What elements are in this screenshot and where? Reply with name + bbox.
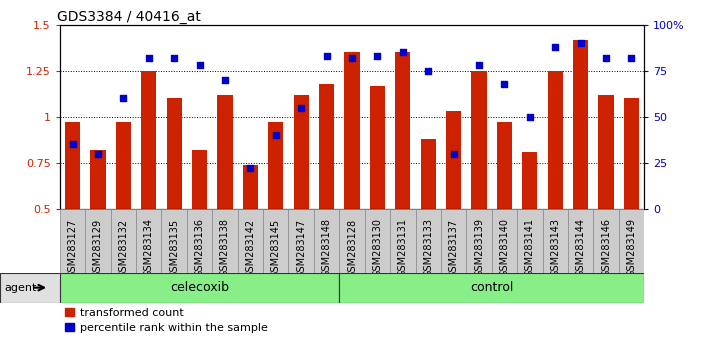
- Point: [575, 40, 586, 46]
- Text: GSM283141: GSM283141: [525, 218, 535, 278]
- Bar: [522, 152, 537, 209]
- Bar: [85, 209, 111, 273]
- Text: GSM283147: GSM283147: [296, 218, 306, 278]
- Bar: [213, 209, 238, 273]
- Bar: [319, 84, 334, 209]
- Bar: [624, 98, 639, 209]
- Bar: [344, 52, 360, 209]
- Bar: [497, 122, 512, 209]
- Bar: [446, 111, 461, 209]
- Bar: [268, 122, 284, 209]
- Text: GSM283134: GSM283134: [144, 218, 153, 278]
- Text: GSM283131: GSM283131: [398, 218, 408, 278]
- Bar: [167, 98, 182, 209]
- Point: [194, 62, 205, 68]
- Point: [168, 55, 180, 61]
- Legend: transformed count, percentile rank within the sample: transformed count, percentile rank withi…: [65, 308, 268, 333]
- Bar: [314, 209, 339, 273]
- Text: GSM283132: GSM283132: [118, 218, 128, 278]
- Bar: [466, 209, 491, 273]
- Bar: [415, 209, 441, 273]
- Point: [372, 53, 383, 59]
- Text: GSM283148: GSM283148: [322, 218, 332, 278]
- Point: [499, 81, 510, 86]
- Text: GSM283139: GSM283139: [474, 218, 484, 278]
- Bar: [568, 209, 593, 273]
- Text: GSM283137: GSM283137: [448, 218, 458, 278]
- Bar: [365, 209, 390, 273]
- Text: GSM283140: GSM283140: [499, 218, 510, 278]
- Bar: [90, 150, 106, 209]
- Point: [397, 50, 408, 55]
- Text: agent: agent: [5, 282, 37, 293]
- Bar: [370, 86, 385, 209]
- Point: [346, 55, 358, 61]
- Point: [473, 62, 484, 68]
- Text: GSM283127: GSM283127: [68, 218, 77, 278]
- Bar: [161, 209, 187, 273]
- Bar: [395, 52, 410, 209]
- Point: [270, 132, 282, 138]
- Bar: [573, 40, 589, 209]
- Bar: [294, 95, 309, 209]
- Bar: [192, 150, 207, 209]
- Bar: [420, 139, 436, 209]
- Bar: [491, 209, 517, 273]
- Bar: [339, 273, 644, 303]
- Text: control: control: [470, 281, 513, 294]
- Point: [448, 151, 459, 156]
- Bar: [243, 165, 258, 209]
- Point: [422, 68, 434, 74]
- Text: GSM283143: GSM283143: [551, 218, 560, 278]
- Bar: [218, 95, 232, 209]
- Bar: [141, 71, 156, 209]
- Bar: [111, 209, 136, 273]
- Bar: [517, 209, 543, 273]
- Point: [118, 96, 129, 101]
- Bar: [289, 209, 314, 273]
- Bar: [441, 209, 466, 273]
- Bar: [136, 209, 161, 273]
- Bar: [619, 209, 644, 273]
- Point: [601, 55, 612, 61]
- Text: GSM283129: GSM283129: [93, 218, 103, 278]
- Text: GSM283138: GSM283138: [220, 218, 230, 278]
- Point: [245, 166, 256, 171]
- Text: GSM283142: GSM283142: [246, 218, 256, 278]
- Point: [626, 55, 637, 61]
- Point: [67, 142, 78, 147]
- Bar: [60, 209, 85, 273]
- Bar: [548, 71, 563, 209]
- Point: [550, 44, 561, 50]
- Point: [92, 151, 103, 156]
- Bar: [598, 95, 614, 209]
- Text: GSM283149: GSM283149: [627, 218, 636, 278]
- Point: [524, 114, 536, 120]
- Bar: [263, 209, 289, 273]
- Bar: [238, 209, 263, 273]
- Text: GSM283144: GSM283144: [576, 218, 586, 278]
- Bar: [115, 122, 131, 209]
- Point: [296, 105, 307, 110]
- Text: GDS3384 / 40416_at: GDS3384 / 40416_at: [57, 10, 201, 24]
- Text: celecoxib: celecoxib: [170, 281, 229, 294]
- Bar: [593, 209, 619, 273]
- Text: GSM283145: GSM283145: [271, 218, 281, 278]
- Bar: [339, 209, 365, 273]
- Text: GSM283136: GSM283136: [194, 218, 205, 278]
- Point: [220, 77, 231, 83]
- Point: [143, 55, 154, 61]
- Text: GSM283146: GSM283146: [601, 218, 611, 278]
- Bar: [60, 273, 339, 303]
- Bar: [65, 122, 80, 209]
- Bar: [543, 209, 568, 273]
- Text: GSM283128: GSM283128: [347, 218, 357, 278]
- Bar: [390, 209, 415, 273]
- Text: GSM283130: GSM283130: [372, 218, 382, 278]
- Bar: [472, 71, 486, 209]
- Text: GSM283133: GSM283133: [423, 218, 433, 278]
- Text: GSM283135: GSM283135: [169, 218, 179, 278]
- Point: [321, 53, 332, 59]
- Bar: [187, 209, 213, 273]
